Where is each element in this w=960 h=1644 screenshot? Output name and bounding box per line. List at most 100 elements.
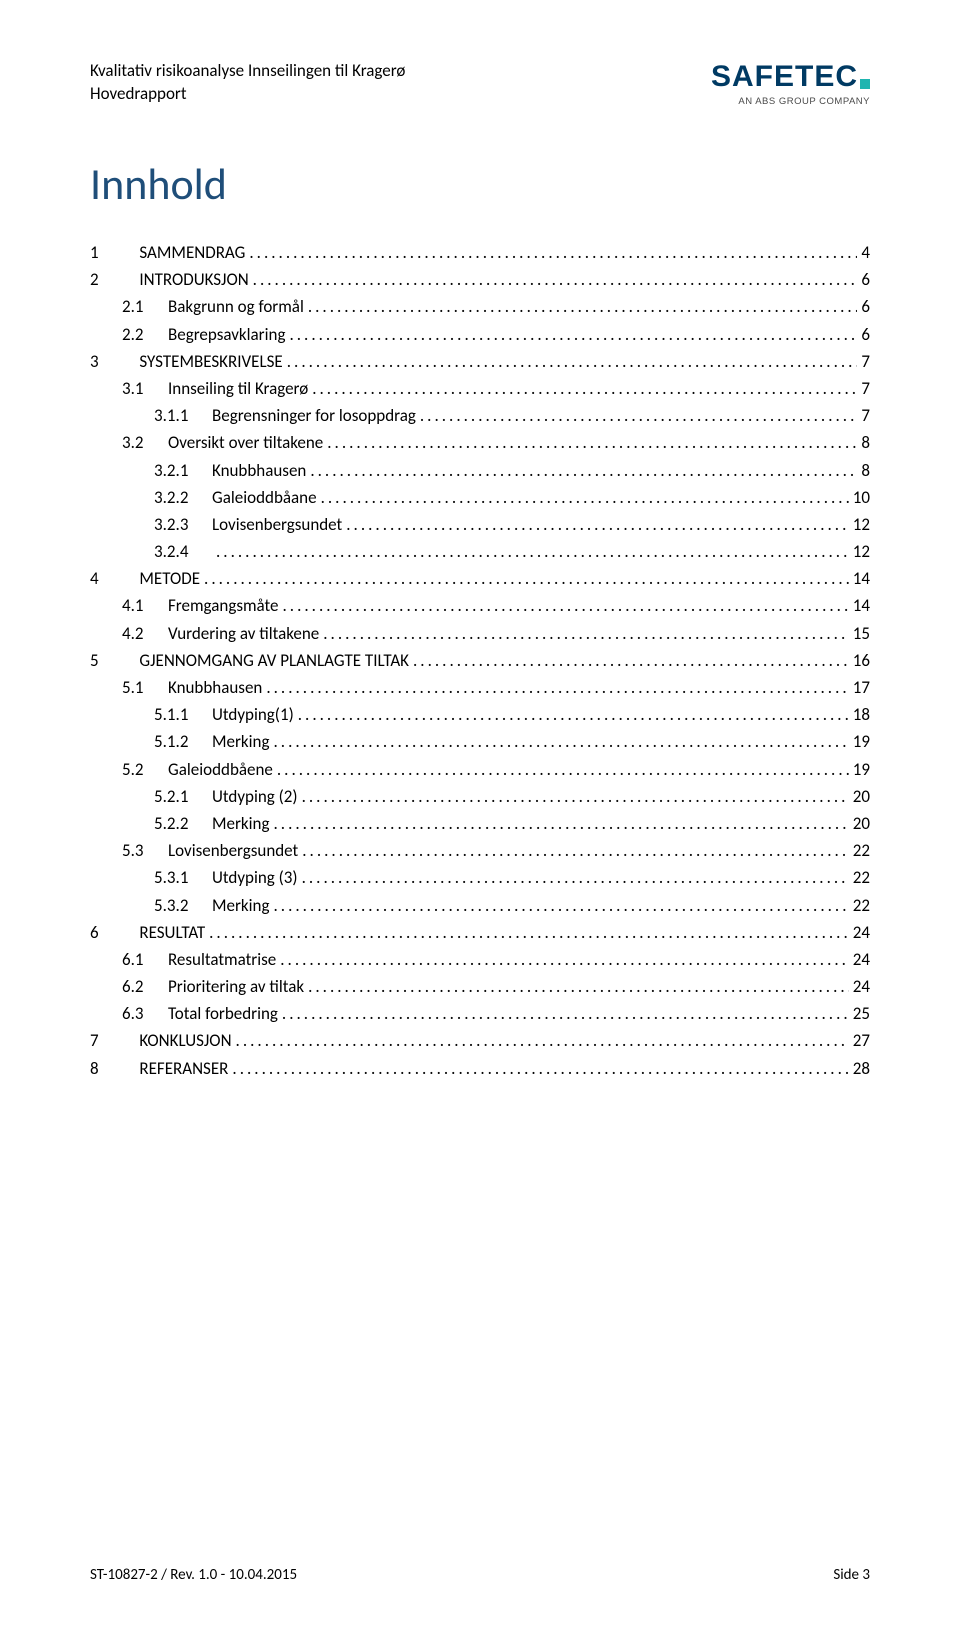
toc-entry-number: 3.1 xyxy=(122,375,162,402)
toc-leader-dots xyxy=(216,538,849,565)
page-footer: ST-10827-2 / Rev. 1.0 - 10.04.2015 Side … xyxy=(90,1566,870,1584)
toc-row: 5.2Galeioddbåene19 xyxy=(90,756,870,783)
toc-entry-page: 14 xyxy=(853,592,870,619)
toc-entry-number: 3.2.4 xyxy=(154,538,206,565)
toc-row: 2 INTRODUKSJON6 xyxy=(90,266,870,293)
logo-square-icon xyxy=(860,79,870,89)
toc-entry-number: 5.1.1 xyxy=(154,701,206,728)
toc-entry-label: Innseiling til Kragerø xyxy=(162,375,308,402)
page-header: Kvalitativ risikoanalyse Innseilingen ti… xyxy=(90,60,870,107)
toc-row: 5.1.2Merking19 xyxy=(90,728,870,755)
toc-entry-label: METODE xyxy=(133,565,200,592)
toc-leader-dots xyxy=(266,674,848,701)
toc-row: 5 GJENNOMGANG AV PLANLAGTE TILTAK16 xyxy=(90,647,870,674)
toc-leader-dots xyxy=(282,1000,849,1027)
toc-leader-dots xyxy=(204,565,849,592)
toc-gap xyxy=(118,647,133,674)
toc-row: 3.1.1Begrensninger for losoppdrag7 xyxy=(90,402,870,429)
toc-entry-page: 24 xyxy=(853,973,870,1000)
toc-row: 3.2.2Galeioddbåane 10 xyxy=(90,484,870,511)
toc-leader-dots xyxy=(273,728,848,755)
toc-entry-label: Merking xyxy=(206,728,269,755)
toc-entry-page: 12 xyxy=(853,538,870,565)
toc-leader-dots xyxy=(308,973,849,1000)
toc-entry-number: 6.3 xyxy=(122,1000,162,1027)
toc-entry-number: 3.2 xyxy=(122,429,162,456)
toc-entry-number: 2 xyxy=(90,266,118,293)
toc-row: 3.2.1Knubbhausen8 xyxy=(90,457,870,484)
toc-entry-page: 20 xyxy=(853,810,870,837)
toc-entry-number: 6.2 xyxy=(122,973,162,1000)
toc-entry-number: 3.2.1 xyxy=(154,457,206,484)
toc-gap xyxy=(118,239,133,266)
toc-entry-number: 5.2.1 xyxy=(154,783,206,810)
toc-entry-page: 12 xyxy=(853,511,870,538)
toc-row: 1 SAMMENDRAG4 xyxy=(90,239,870,266)
toc-entry-label: Knubbhausen xyxy=(206,457,306,484)
toc-entry-page: 10 xyxy=(853,484,870,511)
toc-leader-dots xyxy=(308,293,858,320)
toc-entry-number: 3.1.1 xyxy=(154,402,206,429)
toc-entry-page: 18 xyxy=(853,701,870,728)
toc-leader-dots xyxy=(209,919,849,946)
toc-entry-number: 3.2.3 xyxy=(154,511,206,538)
toc-row: 8 REFERANSER28 xyxy=(90,1055,870,1082)
toc-entry-number: 5.2 xyxy=(122,756,162,783)
toc-entry-number: 3 xyxy=(90,348,118,375)
footer-right: Side 3 xyxy=(833,1566,870,1584)
toc-entry-page: 14 xyxy=(853,565,870,592)
toc-entry-label: Galeioddbåane xyxy=(206,484,317,511)
toc-entry-page: 15 xyxy=(853,620,870,647)
toc-entry-page: 22 xyxy=(853,864,870,891)
toc-row: 5.2.2Merking20 xyxy=(90,810,870,837)
toc-entry-page: 19 xyxy=(853,756,870,783)
toc-leader-dots xyxy=(302,837,849,864)
toc-entry-number: 3.2.2 xyxy=(154,484,206,511)
toc-leader-dots xyxy=(287,348,858,375)
toc-leader-dots xyxy=(273,810,848,837)
toc-leader-dots xyxy=(346,511,849,538)
toc-entry-label: Lovisenbergsundet xyxy=(162,837,298,864)
toc-row: 6.1Resultatmatrise24 xyxy=(90,946,870,973)
toc-row: 3.2.4 12 xyxy=(90,538,870,565)
logo-wordmark: SAFETEC xyxy=(711,60,870,94)
toc-entry-label: REFERANSER xyxy=(133,1055,228,1082)
toc-entry-page: 24 xyxy=(853,919,870,946)
toc-entry-label: INTRODUKSJON xyxy=(133,266,248,293)
toc-leader-dots xyxy=(323,620,849,647)
toc-entry-label: Begrepsavklaring xyxy=(162,321,285,348)
toc-entry-number: 2.2 xyxy=(122,321,162,348)
toc-entry-label: Prioritering av tiltak xyxy=(162,973,304,1000)
toc-entry-number: 5.3 xyxy=(122,837,162,864)
toc-gap xyxy=(118,919,133,946)
toc-entry-label: SAMMENDRAG xyxy=(133,239,245,266)
toc-entry-page: 22 xyxy=(853,892,870,919)
toc-entry-number: 4.2 xyxy=(122,620,162,647)
toc-entry-page: 25 xyxy=(853,1000,870,1027)
document-page: Kvalitativ risikoanalyse Innseilingen ti… xyxy=(0,0,960,1644)
toc-leader-dots xyxy=(289,321,857,348)
page-title: Innhold xyxy=(90,157,870,211)
toc-entry-page: 4 xyxy=(861,239,870,266)
toc-row: 5.2.1Utdyping (2)20 xyxy=(90,783,870,810)
toc-leader-dots xyxy=(420,402,858,429)
toc-entry-label: Utdyping (3) xyxy=(206,864,298,891)
toc-entry-label: Utdyping (2) xyxy=(206,783,298,810)
toc-entry-page: 28 xyxy=(853,1055,870,1082)
toc-entry-page: 6 xyxy=(861,321,870,348)
toc-gap xyxy=(118,565,133,592)
toc-entry-label: Knubbhausen xyxy=(162,674,262,701)
toc-entry-label: Bakgrunn og formål xyxy=(162,293,304,320)
toc-leader-dots xyxy=(280,946,849,973)
toc-leader-dots xyxy=(310,457,857,484)
toc-gap xyxy=(118,348,133,375)
toc-entry-label: Fremgangsmåte xyxy=(162,592,279,619)
toc-entry-page: 24 xyxy=(853,946,870,973)
toc-entry-page: 7 xyxy=(861,348,870,375)
toc-entry-label: Lovisenbergsundet xyxy=(206,511,342,538)
toc-row: 7 KONKLUSJON27 xyxy=(90,1027,870,1054)
toc-gap xyxy=(118,1027,133,1054)
toc-leader-dots xyxy=(232,1055,848,1082)
toc-row: 4.2Vurdering av tiltakene15 xyxy=(90,620,870,647)
toc-leader-dots xyxy=(283,592,849,619)
